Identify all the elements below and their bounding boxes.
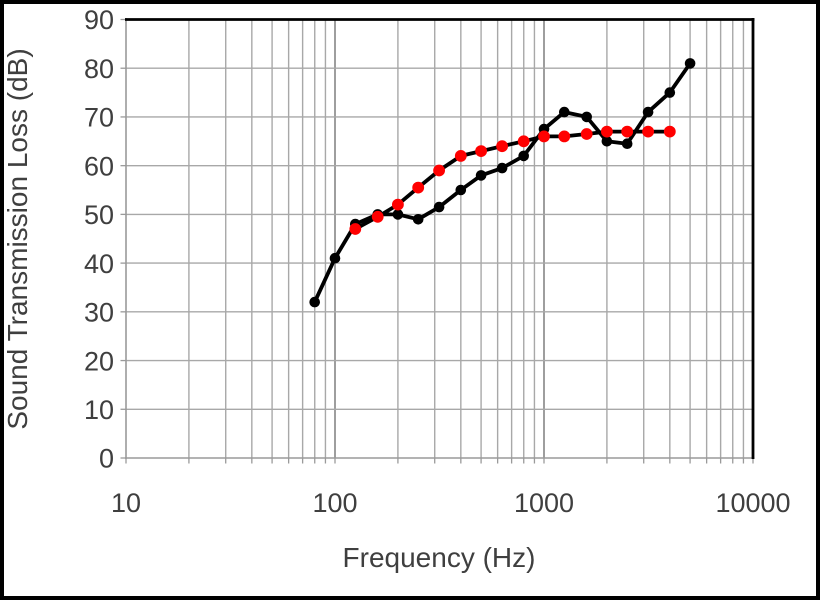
axis-tick-marks	[120, 18, 754, 464]
red-data-point	[496, 140, 508, 153]
red-data-point	[412, 181, 425, 194]
y-tick-label: 30	[84, 298, 114, 328]
red-data-point	[621, 125, 634, 138]
red-data-point	[601, 125, 613, 138]
y-tick-label: 60	[84, 151, 114, 181]
x-tick-label: 100	[312, 488, 357, 518]
series-red-line	[353, 129, 672, 231]
red-data-point	[642, 125, 654, 138]
black-data-point	[684, 58, 696, 69]
x-tick-label: 1000	[514, 488, 574, 518]
tick-labels: 0 10 20 30 40 50 60 70 80 90 10 100 1000 10000	[84, 5, 791, 518]
x-tick-label: 10000	[715, 488, 790, 518]
red-data-point	[517, 135, 530, 148]
y-axis-title: Sound Transmission Loss (dB)	[2, 48, 33, 429]
black-data-point	[392, 209, 404, 220]
black-data-point	[642, 106, 654, 118]
y-tick-label: 0	[99, 444, 114, 474]
series-red	[349, 125, 676, 235]
y-tick-label: 40	[84, 249, 114, 279]
y-tick-label: 90	[84, 5, 114, 35]
red-data-point	[371, 210, 384, 223]
y-tick-label: 70	[84, 103, 114, 133]
black-data-point	[412, 214, 424, 225]
black-data-point	[664, 87, 676, 98]
black-data-point	[496, 162, 508, 174]
red-data-point	[349, 223, 362, 235]
red-data-point	[558, 130, 571, 143]
black-data-point	[433, 201, 445, 213]
black-data-point	[309, 296, 321, 308]
axis-lines	[125, 18, 755, 459]
black-data-point	[518, 150, 529, 162]
red-data-point	[475, 145, 487, 158]
black-data-point	[621, 138, 633, 149]
red-data-point	[433, 164, 445, 177]
black-data-point	[475, 170, 487, 181]
data-series	[309, 58, 696, 308]
x-tick-label: 10	[111, 488, 141, 518]
series-black-line	[312, 61, 692, 304]
x-axis-title: Frequency (Hz)	[343, 542, 536, 573]
black-data-point	[601, 136, 613, 147]
black-data-point	[581, 111, 592, 123]
gridlines	[126, 19, 754, 458]
y-tick-label: 50	[84, 200, 114, 230]
black-data-point	[455, 184, 467, 196]
red-data-point	[454, 150, 467, 162]
black-data-point	[329, 252, 341, 264]
red-data-point	[663, 125, 676, 138]
y-tick-label: 80	[84, 54, 114, 84]
red-data-point	[538, 130, 550, 143]
series-black	[309, 58, 696, 308]
y-tick-label: 20	[84, 346, 114, 376]
red-data-point	[580, 128, 593, 140]
red-data-point	[392, 198, 404, 211]
y-tick-label: 10	[84, 395, 114, 425]
black-data-point	[559, 106, 570, 118]
